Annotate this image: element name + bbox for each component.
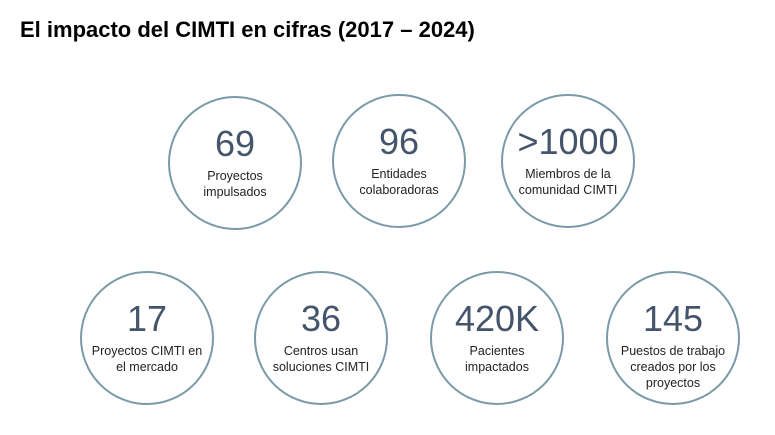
stat-value: 17 — [126, 298, 168, 339]
stat-collaborating-entities: 96 Entidades colaboradoras — [332, 94, 466, 228]
stat-label: Pacientes impactados — [465, 344, 529, 374]
stat-label: Miembros de la comunidad CIMTI — [518, 167, 618, 197]
stat-label: Proyectos impulsados — [203, 169, 267, 199]
stat-projects-in-market: 17 Proyectos CIMTI en el mercado — [80, 271, 214, 405]
stat-value: 96 — [378, 121, 420, 162]
stat-value: 36 — [300, 298, 342, 339]
stat-value: 420K — [454, 298, 540, 339]
stat-label: Entidades colaboradoras — [359, 167, 439, 197]
stat-value: 145 — [642, 298, 704, 339]
stat-value: >1000 — [517, 121, 619, 162]
stat-value: 69 — [214, 123, 256, 164]
stat-projects-launched: 69 Proyectos impulsados — [168, 96, 302, 230]
page-title: El impacto del CIMTI en cifras (2017 – 2… — [20, 17, 475, 42]
stat-patients-impacted: 420K Pacientes impactados — [430, 271, 564, 405]
stat-label: Proyectos CIMTI en el mercado — [91, 344, 203, 374]
stat-label: Puestos de trabajo creados por los proye… — [620, 344, 726, 390]
stat-centers-using-solutions: 36 Centros usan soluciones CIMTI — [254, 271, 388, 405]
stat-label: Centros usan soluciones CIMTI — [272, 344, 370, 374]
stat-community-members: >1000 Miembros de la comunidad CIMTI — [501, 94, 635, 228]
stat-jobs-created: 145 Puestos de trabajo creados por los p… — [606, 271, 740, 405]
